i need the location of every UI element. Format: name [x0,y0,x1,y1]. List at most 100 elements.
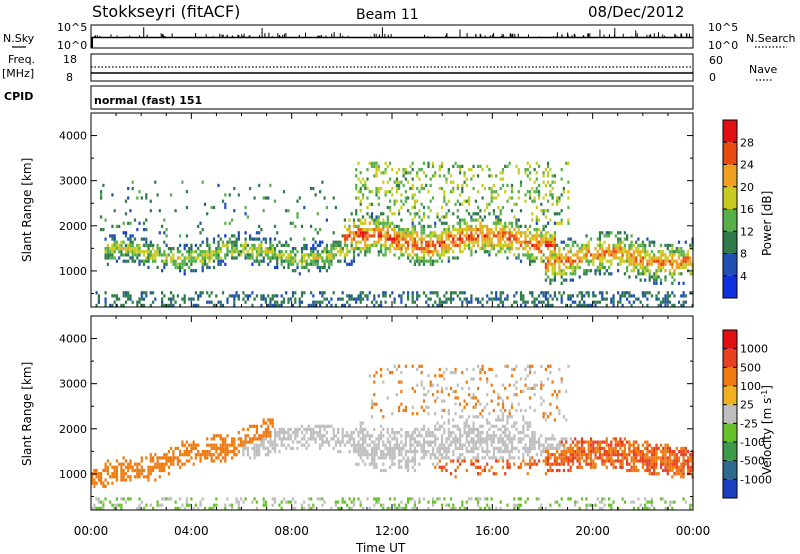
power-cell [596,265,599,270]
power-cell [641,250,644,254]
velocity-cell [556,443,559,447]
velocity-cell [436,462,439,466]
power-cell [513,228,516,232]
power-cell [199,231,202,235]
velocity-cell [472,424,475,428]
power-cell [524,231,527,235]
velocity-cell [477,415,480,419]
velocity-cell [133,475,137,479]
power-cell [571,269,574,273]
power-cell [294,247,297,251]
velocity-cell [167,472,170,476]
velocity-cell [170,446,173,450]
power-cell [499,234,502,238]
power-cell [459,221,462,225]
velocity-cell [203,450,207,454]
power-cell [395,171,398,175]
power-cell [632,294,635,298]
power-cell [138,253,141,257]
power-cell [145,243,148,247]
power-cell [294,256,297,260]
power-cell [370,161,374,165]
velocity-cell [366,450,369,454]
velocity-cell [506,418,509,422]
velocity-cell [576,443,579,447]
power-cell [490,240,493,244]
power-cell [434,224,437,228]
velocity-cell [102,481,105,485]
velocity-cell [495,459,498,463]
velocity-cell [497,437,500,441]
velocity-cell [492,440,495,444]
velocity-cell [411,405,414,409]
velocity-cell [443,465,446,469]
velocity-cell [224,459,227,463]
velocity-cell [359,503,362,507]
velocity-cell [551,462,554,466]
velocity-cell [400,506,403,510]
power-cell [517,196,520,200]
velocity-cell [431,500,435,504]
velocity-cell [508,412,511,416]
power-cell [558,265,561,270]
power-cell [567,161,570,165]
power-cell [391,186,394,191]
velocity-cell [477,503,480,507]
velocity-cell [368,462,371,466]
power-cell [361,183,365,187]
power-cell [445,212,448,216]
velocity-cell [468,424,471,428]
velocity-cell [242,440,245,444]
power-cell [538,218,541,222]
power-cell [210,253,213,257]
velocity-cell [264,500,267,504]
velocity-cell [504,440,507,444]
power-cell [549,278,552,282]
velocity-cell [477,434,480,438]
power-cell [601,294,604,298]
power-cell [179,250,182,254]
velocity-cell [533,434,536,438]
power-cell [657,256,660,260]
power-cell [630,253,633,257]
velocity-cell [472,396,475,400]
power-cell [413,237,416,241]
velocity-cell [287,443,290,447]
velocity-cell [407,434,410,438]
power-cell [628,253,631,257]
power-cell [429,259,432,263]
power-cell [571,243,574,247]
power-cell [310,250,313,254]
velocity-cell [501,424,505,428]
velocity-cell [474,446,477,450]
power-cell [140,237,143,241]
power-cell [585,253,588,257]
power-cell [517,253,520,257]
power-cell [411,186,414,191]
power-cell [438,234,441,238]
velocity-cell [237,443,240,447]
velocity-cell [269,421,272,425]
velocity-cell [479,434,482,438]
power-cell [438,243,441,247]
power-cell [339,240,342,244]
power-cell [409,253,412,257]
power-cell [427,247,430,251]
velocity-cell [477,399,480,403]
velocity-cell [569,437,572,441]
velocity-cell [118,503,121,507]
velocity-cell [185,450,188,454]
velocity-cell [219,453,222,457]
power-cell [659,265,663,270]
velocity-cell [418,431,421,435]
nsky-label: N.Sky [3,32,35,45]
velocity-cell [490,437,493,441]
power-cell [497,237,500,241]
velocity-cell [271,424,274,428]
velocity-cell [300,443,304,447]
velocity-cell [553,389,556,394]
velocity-cell [621,456,624,460]
velocity-cell [300,506,304,510]
velocity-cell [556,405,559,409]
power-cell [488,228,491,232]
